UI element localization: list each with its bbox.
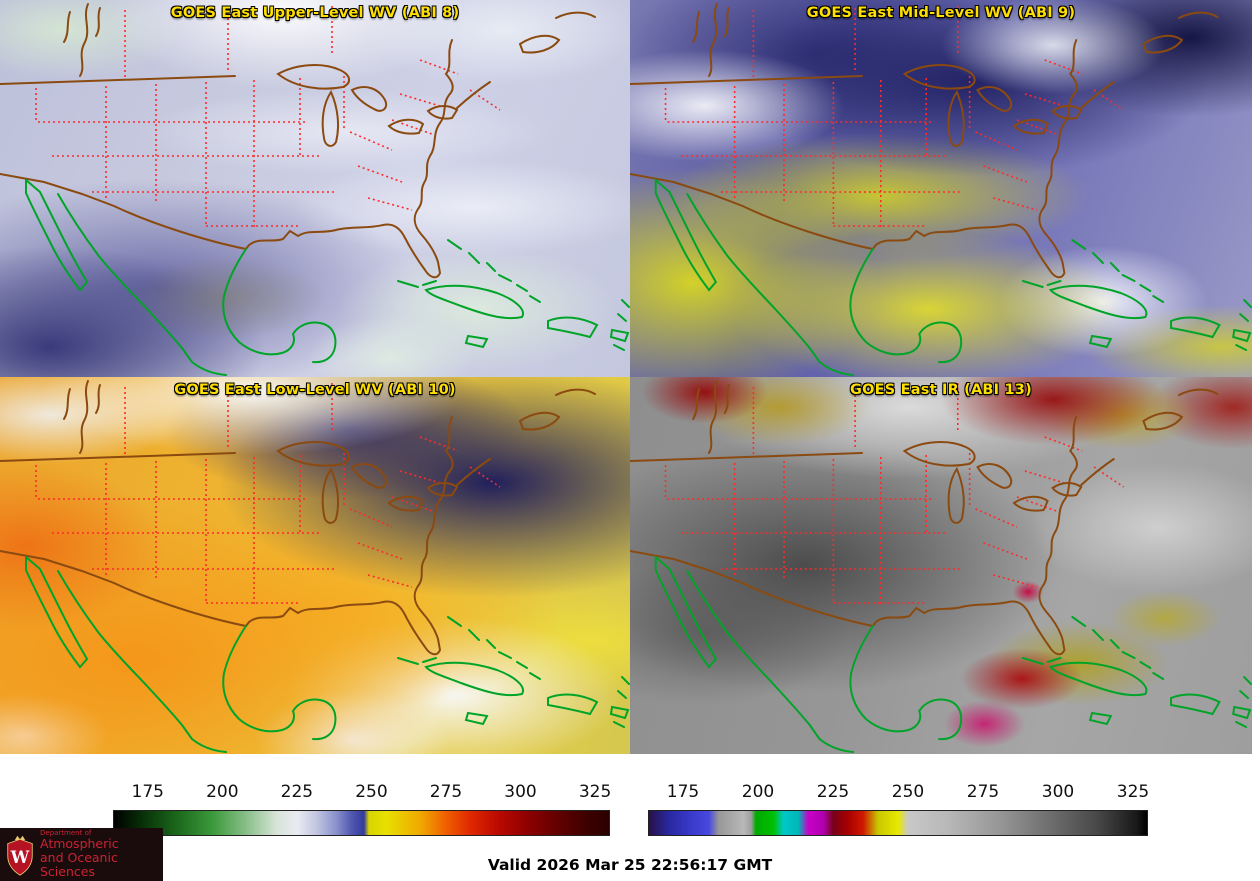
map-borders-overlay [630,3,1252,376]
colorbar-tick: 325 [578,782,612,802]
colorbar-tick: 300 [1041,782,1075,802]
colorbar-tick: 200 [741,782,775,802]
satellite-grid: GOES East Upper-Level WV (ABI 8) GOES Ea… [0,0,1260,754]
colorbar-tick: 250 [891,782,925,802]
colorbar-tick: 225 [280,782,314,802]
colorbar-tick: 225 [816,782,850,802]
panel-title-abi8: GOES East Upper-Level WV (ABI 8) [170,5,460,21]
map-borders-overlay [0,3,630,376]
footer: 175 200 225 250 275 300 325 175 200 225 … [0,754,1260,881]
colorbar-tick: 275 [429,782,463,802]
colorbar-tick: 325 [1116,782,1150,802]
colorbar-tick: 200 [206,782,239,802]
crest-letter: W [10,846,30,866]
panel-title-abi10: GOES East Low-Level WV (ABI 10) [174,382,456,398]
panel-low-level-wv: GOES East Low-Level WV (ABI 10) [0,377,630,754]
logo-name-line1: Atmospheric [40,836,119,852]
map-borders-overlay [630,380,1252,753]
wv-colorbar-ticks: 175 200 225 250 275 300 325 [113,782,612,804]
panel-upper-level-wv: GOES East Upper-Level WV (ABI 8) [0,0,630,377]
wv-colorbar-group: 175 200 225 250 275 300 325 [113,754,612,844]
aos-department-logo: W Department of Atmospheric and Oceanic … [0,828,163,881]
logo-dept-line: Department of [40,828,92,837]
panel-title-abi9: GOES East Mid-Level WV (ABI 9) [806,5,1076,21]
colorbar-tick: 300 [504,782,537,802]
logo-text: Department of Atmospheric and Oceanic Sc… [40,828,157,880]
logo-name-line2: and Oceanic Sciences [40,850,118,880]
ir-colorbar [648,810,1148,836]
panel-title-abi13: GOES East IR (ABI 13) [850,382,1032,398]
map-borders-overlay [0,380,630,753]
colorbar-tick: 250 [355,782,388,802]
ir-colorbar-group: 175 200 225 250 275 300 325 [648,754,1150,844]
panel-mid-level-wv: GOES East Mid-Level WV (ABI 9) [630,0,1260,377]
wv-colorbar [113,810,610,836]
colorbar-tick: 175 [131,782,165,802]
colorbar-tick: 275 [966,782,1000,802]
valid-time-label: Valid 2026 Mar 25 22:56:17 GMT [487,856,773,874]
colorbar-tick: 175 [666,782,700,802]
ir-colorbar-ticks: 175 200 225 250 275 300 325 [648,782,1150,804]
panel-ir: GOES East IR (ABI 13) [630,377,1260,754]
uw-crest-icon: W [7,835,33,876]
